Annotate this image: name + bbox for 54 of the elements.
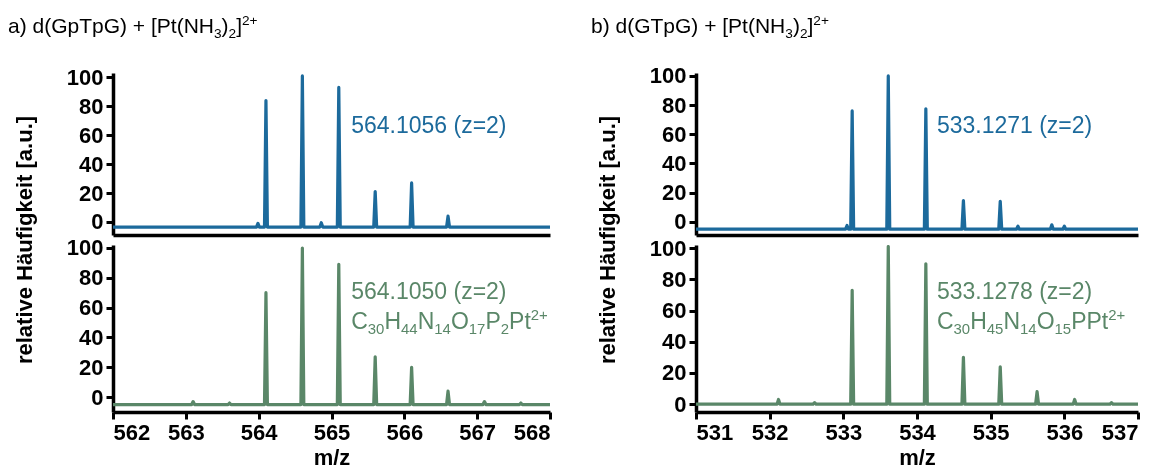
y-tick-label: 80 [662, 92, 687, 118]
y-tick-label: 20 [662, 180, 687, 206]
x-tick-label: 532 [751, 419, 789, 445]
y-tick-label: 80 [662, 266, 687, 292]
y-tick-label: 20 [79, 180, 104, 206]
annotation: 533.1278 (z=2) [936, 278, 1093, 306]
y-tick-label: 100 [66, 235, 104, 261]
y-tick-label: 40 [662, 329, 687, 355]
x-tick-label: 566 [386, 419, 424, 445]
y-tick-label: 100 [649, 235, 687, 261]
text: C$_{30}$H$_{44}$N$_{14}$O$_{17}$P$_{2}$Pt$^{2+}$ [351, 306, 548, 338]
y-tick-label: 100 [649, 63, 687, 89]
y-tick-label: 20 [79, 354, 104, 380]
y-tick-label: 0 [91, 209, 104, 235]
chart-title: a) d(GpTpG) + [Pt(NH$_{3}$)$_{2}$]$^{2+}$ [8, 13, 258, 42]
x-tick-label: 535 [972, 419, 1010, 445]
y-tick-label: 40 [662, 150, 687, 176]
y-tick-label: 60 [79, 122, 104, 148]
y-tick-label: 100 [66, 64, 104, 90]
y-tick-label: 80 [79, 265, 104, 291]
annotation: 533.1271 (z=2) [936, 111, 1093, 139]
text: C$_{30}$H$_{45}$N$_{14}$O$_{15}$PPt$^{2+}$ [936, 306, 1126, 338]
y-axis-title: relative Häufigkeit [a.u.] [12, 115, 38, 365]
y-tick-label: 60 [662, 298, 687, 324]
y-tick-label: 40 [79, 324, 104, 350]
annotation: 564.1056 (z=2) [351, 111, 507, 139]
x-tick-label: 568 [513, 419, 551, 445]
x-tick-label: 567 [459, 419, 497, 445]
x-tick-label: 536 [1046, 419, 1084, 445]
y-tick-label: 80 [79, 93, 104, 119]
line-series [696, 74, 1138, 231]
x-axis-title: m/z [313, 444, 351, 470]
y-tick-label: 0 [674, 391, 687, 417]
y-tick-label: 60 [662, 121, 687, 147]
y-tick-label: 20 [662, 360, 687, 386]
y-tick-label: 60 [79, 295, 104, 321]
x-axis-title: m/z [899, 444, 936, 470]
x-tick-label: 562 [113, 419, 151, 445]
line-series [113, 246, 550, 407]
y-tick-label: 0 [91, 384, 104, 410]
x-tick-label: 565 [313, 419, 351, 445]
x-tick-label: 534 [899, 419, 937, 445]
line-series [696, 245, 1138, 406]
chart-title: b) d(GTpG) + [Pt(NH$_{3}$)$_{2}$]$^{2+}$ [591, 13, 829, 42]
line-series [113, 74, 550, 229]
x-tick-label: 531 [696, 419, 734, 445]
y-tick-label: 40 [79, 151, 104, 177]
x-tick-label: 564 [240, 419, 279, 445]
y-tick-label: 0 [674, 209, 687, 235]
x-tick-label: 563 [167, 419, 205, 445]
annotation: 564.1050 (z=2) [351, 278, 507, 306]
x-tick-label: 537 [1101, 419, 1139, 445]
y-axis-title: relative Häufigkeit [a.u.] [595, 115, 621, 365]
x-tick-label: 533 [825, 419, 863, 445]
